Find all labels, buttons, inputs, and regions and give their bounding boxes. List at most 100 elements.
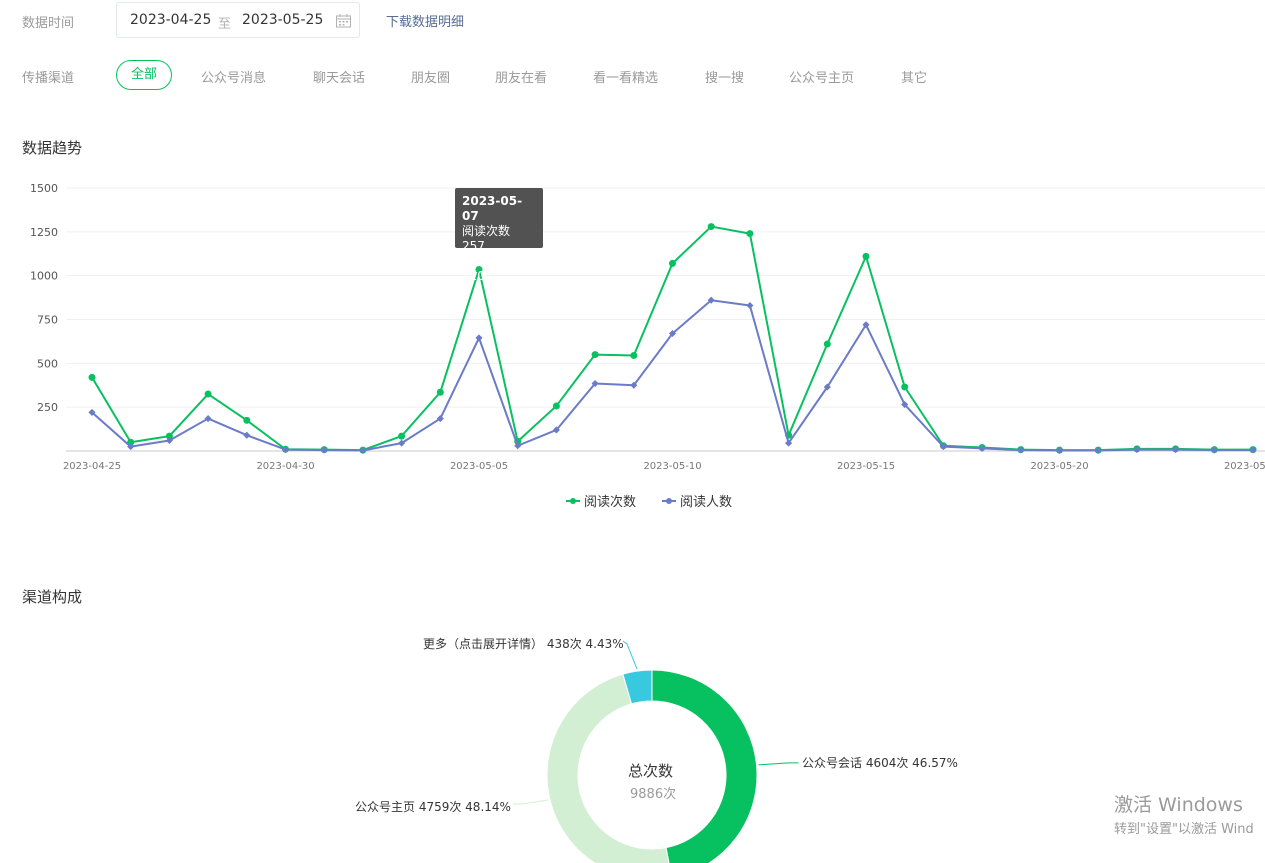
data-point-reads — [630, 351, 638, 359]
data-point-readers — [359, 446, 367, 455]
data-point-readers — [398, 439, 406, 447]
leader-line-home — [512, 799, 549, 805]
tab-official-account-message[interactable]: 公众号消息 — [201, 71, 267, 86]
y-tick-label: 1250 — [30, 226, 58, 239]
trend-section-title: 数据趋势 — [22, 139, 83, 157]
data-point-readers — [939, 443, 947, 451]
legend-reads[interactable]: 阅读次数 — [566, 491, 636, 510]
data-point-readers — [127, 443, 135, 451]
data-point-readers — [591, 379, 599, 388]
date-range-picker[interactable]: 2023-04-25 至 2023-05-25 — [116, 2, 360, 38]
x-tick-label: 2023-05-15 — [837, 461, 895, 472]
tab-all[interactable]: 全部 — [116, 60, 173, 90]
data-point-reads — [204, 390, 212, 398]
x-tick-label: 2023-04-30 — [256, 461, 314, 472]
data-point-readers — [552, 426, 560, 434]
legend-readers-label: 阅读人数 — [680, 495, 733, 510]
donut-slice-more — [622, 669, 653, 705]
y-tick-label: 1000 — [30, 270, 58, 283]
date-end[interactable]: 2023-05-25 — [242, 12, 324, 28]
data-point-readers — [1017, 446, 1025, 454]
donut-slice-home — [546, 673, 670, 863]
leader-line-more — [622, 640, 638, 670]
data-point-reads — [436, 388, 444, 396]
tab-chat[interactable]: 聊天会话 — [313, 71, 366, 86]
data-point-readers — [204, 415, 212, 423]
download-data-link[interactable]: 下载数据明细 — [386, 15, 465, 30]
tab-top-stories[interactable]: 看一看精选 — [593, 71, 659, 86]
slice-label-home[interactable]: 公众号主页 4759次 48.14% — [355, 800, 511, 814]
data-point-reads — [243, 416, 251, 424]
data-point-readers — [436, 415, 444, 423]
data-point-readers — [785, 439, 793, 447]
channel-mix-title: 渠道构成 — [22, 588, 83, 606]
data-point-readers — [475, 334, 483, 342]
date-label: 数据时间 — [22, 16, 75, 31]
y-tick-label: 750 — [37, 314, 58, 327]
data-point-reads — [552, 402, 560, 410]
data-point-reads — [165, 432, 173, 440]
tab-other[interactable]: 其它 — [901, 71, 928, 86]
y-tick-label: 250 — [37, 401, 58, 414]
chart-tooltip: 2023-05-07 阅读次数 257 阅读人数 120 — [455, 188, 543, 283]
tab-account-homepage[interactable]: 公众号主页 — [789, 71, 855, 86]
data-point-readers — [320, 446, 328, 454]
data-point-reads — [823, 340, 831, 348]
slice-label-more[interactable]: 更多（点击展开详情） 438次 4.43% — [423, 637, 624, 651]
x-tick-label: 2023-05-10 — [643, 461, 701, 472]
date-separator: 至 — [218, 17, 232, 32]
data-point-readers — [630, 381, 638, 389]
tab-friends-watching[interactable]: 朋友在看 — [495, 71, 548, 86]
donut-center-title: 总次数 — [628, 762, 674, 780]
data-point-reads — [475, 266, 483, 274]
data-point-readers — [978, 444, 986, 452]
data-point-readers — [901, 401, 909, 409]
legend-reads-label: 阅读次数 — [584, 495, 637, 510]
activate-windows-subtitle: 转到"设置"以激活 Wind — [1114, 822, 1254, 837]
leader-line-chat — [758, 762, 799, 766]
channel-label: 传播渠道 — [22, 71, 75, 86]
data-point-reads — [398, 432, 406, 440]
y-tick-label: 1500 — [30, 182, 58, 195]
tooltip-readers: 阅读人数 120 — [462, 254, 511, 283]
data-point-reads — [862, 252, 870, 260]
legend-readers-dot — [666, 497, 672, 504]
date-start[interactable]: 2023-04-25 — [130, 12, 212, 28]
x-tick-label: 2023-04-25 — [63, 461, 121, 472]
data-point-readers — [243, 431, 251, 439]
donut-slice-chat — [651, 669, 758, 863]
tooltip-reads: 阅读次数 257 — [462, 224, 511, 253]
x-tick-label: 2023-05-05 — [450, 461, 508, 472]
data-point-reads — [88, 373, 96, 381]
calendar-icon[interactable] — [336, 14, 351, 32]
legend-reads-marker — [566, 497, 580, 504]
tab-search[interactable]: 搜一搜 — [705, 71, 745, 86]
data-point-reads — [591, 351, 599, 359]
data-point-reads — [669, 259, 676, 267]
activate-windows-title: 激活 Windows — [1114, 794, 1243, 816]
data-point-reads — [746, 230, 754, 238]
data-point-readers — [746, 301, 754, 310]
data-point-readers — [165, 436, 173, 445]
data-point-readers — [668, 329, 677, 338]
data-point-readers — [88, 408, 96, 416]
y-tick-label: 500 — [37, 357, 58, 370]
data-point-readers — [862, 321, 870, 329]
data-point-readers — [823, 383, 831, 391]
legend-readers-marker — [662, 497, 676, 504]
data-point-readers — [281, 446, 290, 454]
donut-center-value: 9886次 — [630, 787, 677, 802]
x-tick-label: 2023-05-20 — [1030, 461, 1088, 472]
x-tick-label: 2023-05-25 — [1224, 461, 1265, 472]
legend-reads-dot — [570, 497, 576, 504]
data-point-reads — [901, 383, 909, 391]
tooltip-date: 2023-05-07 — [462, 194, 523, 223]
tab-moments[interactable]: 朋友圈 — [411, 71, 451, 86]
data-point-readers — [707, 296, 715, 304]
legend-readers[interactable]: 阅读人数 — [662, 491, 732, 510]
slice-label-chat[interactable]: 公众号会话 4604次 46.57% — [802, 756, 958, 770]
data-point-reads — [707, 223, 715, 231]
data-point-readers — [514, 442, 522, 450]
